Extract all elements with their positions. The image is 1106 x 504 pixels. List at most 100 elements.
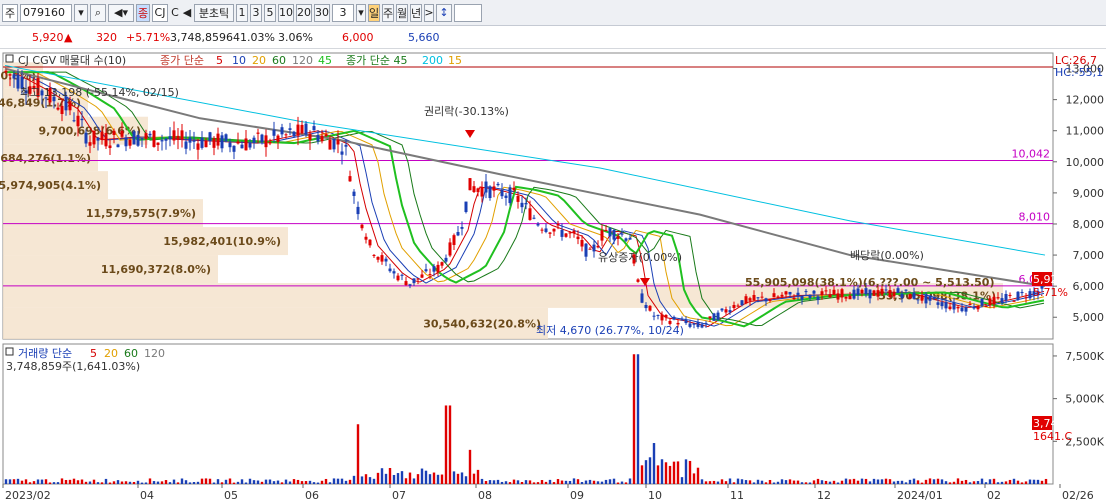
volume-bar <box>812 480 816 484</box>
candle-body <box>272 129 276 136</box>
volume-bar <box>852 478 856 484</box>
candle-body <box>968 303 972 306</box>
vol-legend-5: 5 <box>90 347 97 360</box>
date-tick-label: 05 <box>224 489 238 502</box>
candle-body <box>68 101 72 111</box>
legend-ma5: 5 <box>216 54 223 67</box>
volume-bar <box>512 479 516 484</box>
volume-bar <box>508 482 512 484</box>
legend-ma15: 15 <box>448 54 462 67</box>
updown-icon[interactable]: ↕ <box>436 3 452 22</box>
period-minute-tick[interactable]: 분초틱 <box>194 3 234 22</box>
period-5[interactable]: 5 <box>264 3 276 22</box>
candle-body <box>112 130 116 135</box>
volume-bar <box>1012 478 1016 484</box>
volume-bar <box>376 472 380 484</box>
candle-body <box>400 274 404 276</box>
period-year[interactable]: 년 <box>410 3 422 22</box>
volume-bar <box>160 481 164 484</box>
volume-bar <box>476 469 480 484</box>
volume-bar <box>604 479 608 484</box>
volume-bar <box>124 481 128 484</box>
period-day[interactable]: 일 <box>368 3 380 22</box>
volume-bar <box>316 482 320 484</box>
period-1[interactable]: 1 <box>236 3 248 22</box>
date-tick-label: 08 <box>478 489 492 502</box>
volume-bar <box>196 481 200 484</box>
candle-body <box>960 307 964 312</box>
volume-bar <box>600 481 604 484</box>
volume-bar <box>748 480 752 484</box>
candle-body <box>168 136 172 140</box>
candle-body <box>792 297 796 300</box>
candle-body <box>760 296 764 298</box>
period-20[interactable]: 20 <box>296 3 312 22</box>
code-input[interactable]: 079160 <box>20 3 72 22</box>
volume-bar <box>668 465 672 484</box>
candle-body <box>24 90 28 94</box>
count-dropdown-icon[interactable]: ▾ <box>356 3 366 22</box>
name-button[interactable]: 종 <box>136 3 150 22</box>
volume-tick-label: 5,000K <box>1065 393 1104 406</box>
candle-body <box>572 230 576 234</box>
candle-body <box>176 135 180 140</box>
volume-bar <box>460 472 464 484</box>
candle-body <box>116 144 120 148</box>
candle-body <box>216 133 220 146</box>
candle-body <box>488 186 492 199</box>
period-month[interactable]: 월 <box>396 3 408 22</box>
search-icon[interactable]: ⌕ <box>90 3 106 22</box>
count-input[interactable]: 3 <box>332 3 354 22</box>
period-week[interactable]: 주 <box>382 3 394 22</box>
candle-body <box>232 145 236 152</box>
candle-body <box>1024 297 1028 299</box>
candle-body <box>848 295 852 300</box>
candle-body <box>256 132 260 134</box>
volume-bar <box>260 481 264 484</box>
volume-bar <box>548 479 552 484</box>
volume-bar <box>756 479 760 484</box>
vol-current: 3,748,859주(1,641.03%) <box>6 360 140 373</box>
candle-body <box>856 288 860 296</box>
dropdown-arrow-icon[interactable]: ▾ <box>74 3 88 22</box>
volume-bar <box>428 474 432 484</box>
next-arrow-icon[interactable]: > <box>424 3 434 22</box>
volume-bar <box>380 468 384 484</box>
candle-body <box>896 288 900 293</box>
up-arrow-icon: ▲ <box>64 31 73 44</box>
candle-body <box>220 135 224 149</box>
stock-chart[interactable]: 1,211,798(0.8%)2,546,849(1.7%)9,700,698(… <box>0 50 1106 504</box>
candle-body <box>280 127 284 135</box>
volume-bar <box>900 480 904 484</box>
candle-body <box>680 319 684 321</box>
candle-body <box>120 130 124 137</box>
candle-body <box>584 243 588 257</box>
market-select[interactable]: 주 <box>2 3 18 22</box>
speaker-icon[interactable]: ◀▾ <box>108 3 134 22</box>
volume-bar <box>652 443 656 484</box>
prev-arrow-icon[interactable]: ◀ <box>182 6 192 19</box>
candle-body <box>900 293 904 299</box>
candle-body <box>992 296 996 305</box>
candle-body <box>44 97 48 99</box>
vp-bar <box>3 199 203 228</box>
extra-input[interactable] <box>454 3 482 22</box>
period-10[interactable]: 10 <box>278 3 294 22</box>
volume-bar <box>440 474 444 484</box>
candle-body <box>600 230 604 241</box>
volume-bar <box>40 479 44 484</box>
volume-bar <box>464 476 468 484</box>
volume-bar <box>268 479 272 484</box>
candle-body <box>688 323 692 327</box>
candle-body <box>752 294 756 301</box>
legend-ma20: 20 <box>252 54 266 67</box>
candle-body <box>768 299 772 301</box>
period-30[interactable]: 30 <box>314 3 330 22</box>
period-3[interactable]: 3 <box>250 3 262 22</box>
candle-body <box>56 107 60 110</box>
date-tick-label: 10 <box>648 489 662 502</box>
candle-body <box>300 124 304 134</box>
volume-bar <box>4 479 8 484</box>
candle-body <box>360 224 364 229</box>
volume-bar <box>720 479 724 484</box>
